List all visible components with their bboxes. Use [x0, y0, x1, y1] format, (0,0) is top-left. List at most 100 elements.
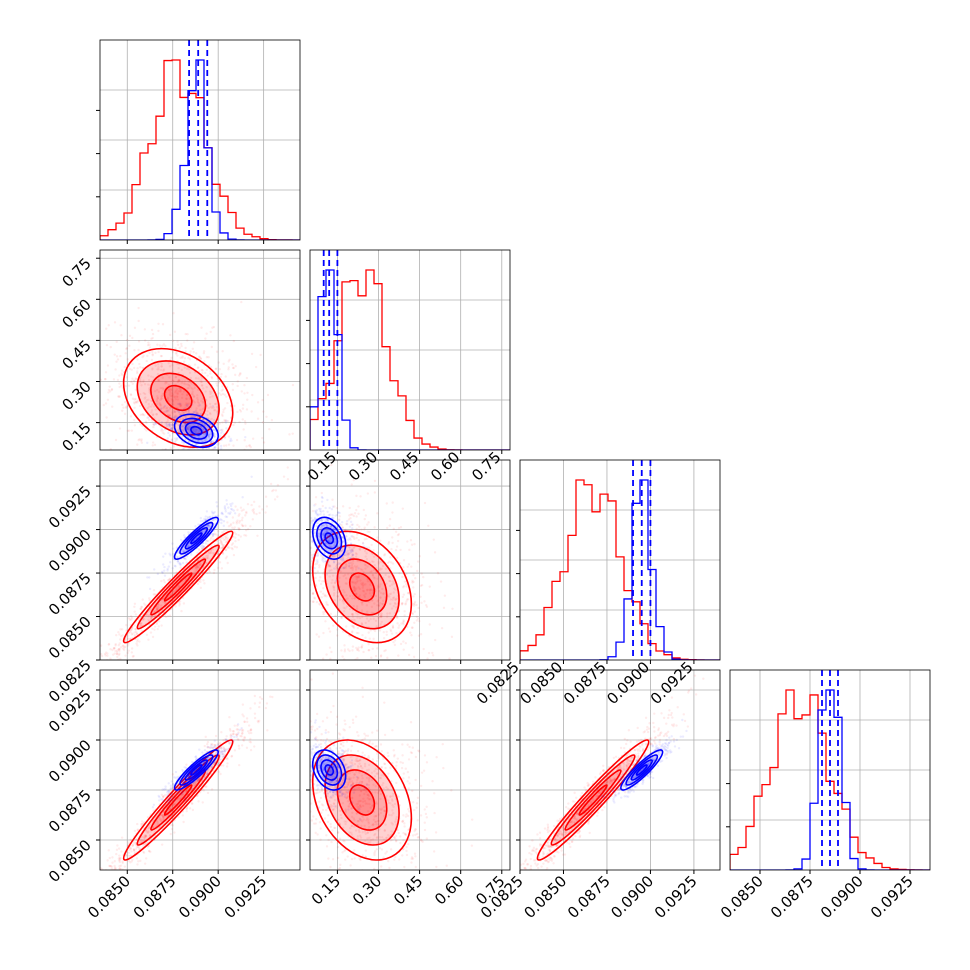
scatter-point — [148, 465, 150, 467]
scatter-point — [151, 367, 154, 370]
scatter-point — [65, 926, 67, 928]
scatter-point — [328, 539, 331, 542]
scatter-point — [134, 397, 137, 401]
scatter-point — [241, 418, 244, 421]
scatter-point — [268, 427, 271, 431]
scatter-point — [211, 395, 214, 398]
scatter-point — [379, 596, 382, 600]
scatter-point — [359, 579, 362, 582]
scatter-point — [222, 444, 226, 447]
scatter-point — [180, 368, 184, 372]
scatter-point — [384, 567, 388, 571]
scatter-point — [376, 551, 380, 554]
scatter-point — [335, 525, 339, 529]
density-fill-red — [349, 573, 375, 601]
scatter-point — [245, 510, 248, 514]
scatter-point — [177, 410, 181, 413]
scatter-point — [110, 388, 113, 391]
scatter-point — [378, 602, 382, 605]
scatter-point — [401, 595, 405, 599]
scatter-point — [151, 413, 155, 417]
panel-frame — [99, 39, 301, 241]
scatter-point — [118, 374, 121, 377]
scatter-point — [360, 646, 363, 649]
scatter-point — [201, 801, 204, 804]
scatter-point — [351, 513, 354, 516]
scatter-point — [206, 740, 210, 744]
scatter-point — [374, 687, 376, 689]
scatter-point — [192, 400, 195, 403]
scatter-point — [104, 654, 107, 657]
scatter-point — [310, 521, 313, 525]
scatter-point — [218, 434, 222, 438]
scatter-point — [177, 378, 181, 382]
scatter-point — [371, 591, 374, 594]
scatter-point — [148, 825, 151, 828]
scatter-point — [241, 728, 245, 732]
scatter-point — [197, 435, 200, 438]
scatter-point — [352, 585, 356, 588]
x-ticks — [519, 660, 695, 664]
scatter-point — [336, 628, 339, 631]
scatter-point — [216, 411, 219, 414]
scatter-point — [350, 542, 353, 545]
scatter-point — [241, 524, 244, 528]
scatter-point — [180, 342, 183, 346]
scatter-point — [344, 607, 347, 610]
scatter-point — [219, 537, 223, 540]
scatter-point — [165, 407, 168, 410]
scatter-point — [362, 570, 365, 574]
scatter-point — [391, 596, 395, 600]
scatter-point — [355, 646, 358, 650]
scatter-point — [196, 566, 199, 569]
scatter-point — [331, 514, 334, 517]
scatter-point — [223, 393, 227, 396]
scatter-point — [220, 389, 223, 392]
scatter-point — [361, 586, 364, 589]
scatter-point — [197, 777, 201, 781]
scatter-point — [234, 373, 237, 377]
scatter-point — [147, 826, 151, 830]
scatter-point — [243, 392, 246, 395]
scatter-point — [147, 418, 151, 422]
scatter-point — [210, 440, 214, 443]
scatter-point — [120, 384, 123, 387]
scatter-point — [419, 595, 422, 599]
scatter-point — [393, 601, 397, 605]
scatter-point — [182, 820, 185, 824]
scatter-point — [176, 380, 180, 383]
scatter-point — [257, 489, 259, 491]
scatter-point — [344, 528, 347, 532]
scatter-point — [222, 747, 226, 750]
scatter-point — [185, 471, 187, 473]
scatter-point — [184, 406, 187, 410]
scatter-point — [157, 390, 161, 394]
scatter-point — [143, 397, 146, 400]
scatter-point — [313, 531, 317, 534]
scatter-point — [377, 604, 381, 607]
scatter-point — [148, 587, 152, 591]
scatter-point — [179, 388, 183, 391]
scatter-point — [249, 445, 252, 449]
scatter-point — [168, 407, 172, 410]
scatter-point — [206, 413, 209, 417]
scatter-point — [348, 562, 351, 565]
scatter-point — [252, 508, 255, 511]
scatter-point — [388, 576, 391, 579]
density-fill-blue — [190, 533, 202, 544]
scatter-point — [231, 366, 235, 370]
scatter-point — [221, 392, 225, 396]
scatter-point — [338, 511, 341, 515]
scatter-point — [216, 443, 219, 446]
scatter-point — [331, 579, 334, 582]
scatter-point — [177, 561, 180, 564]
scatter-point — [186, 402, 189, 406]
scatter-point — [163, 581, 167, 584]
scatter-point — [428, 623, 431, 626]
scatter-point — [130, 368, 133, 371]
density-fill-red — [325, 545, 400, 629]
scatter-point — [156, 363, 160, 366]
scatter-point — [118, 652, 121, 655]
scatter-point — [170, 823, 173, 827]
scatter-point — [234, 453, 236, 455]
